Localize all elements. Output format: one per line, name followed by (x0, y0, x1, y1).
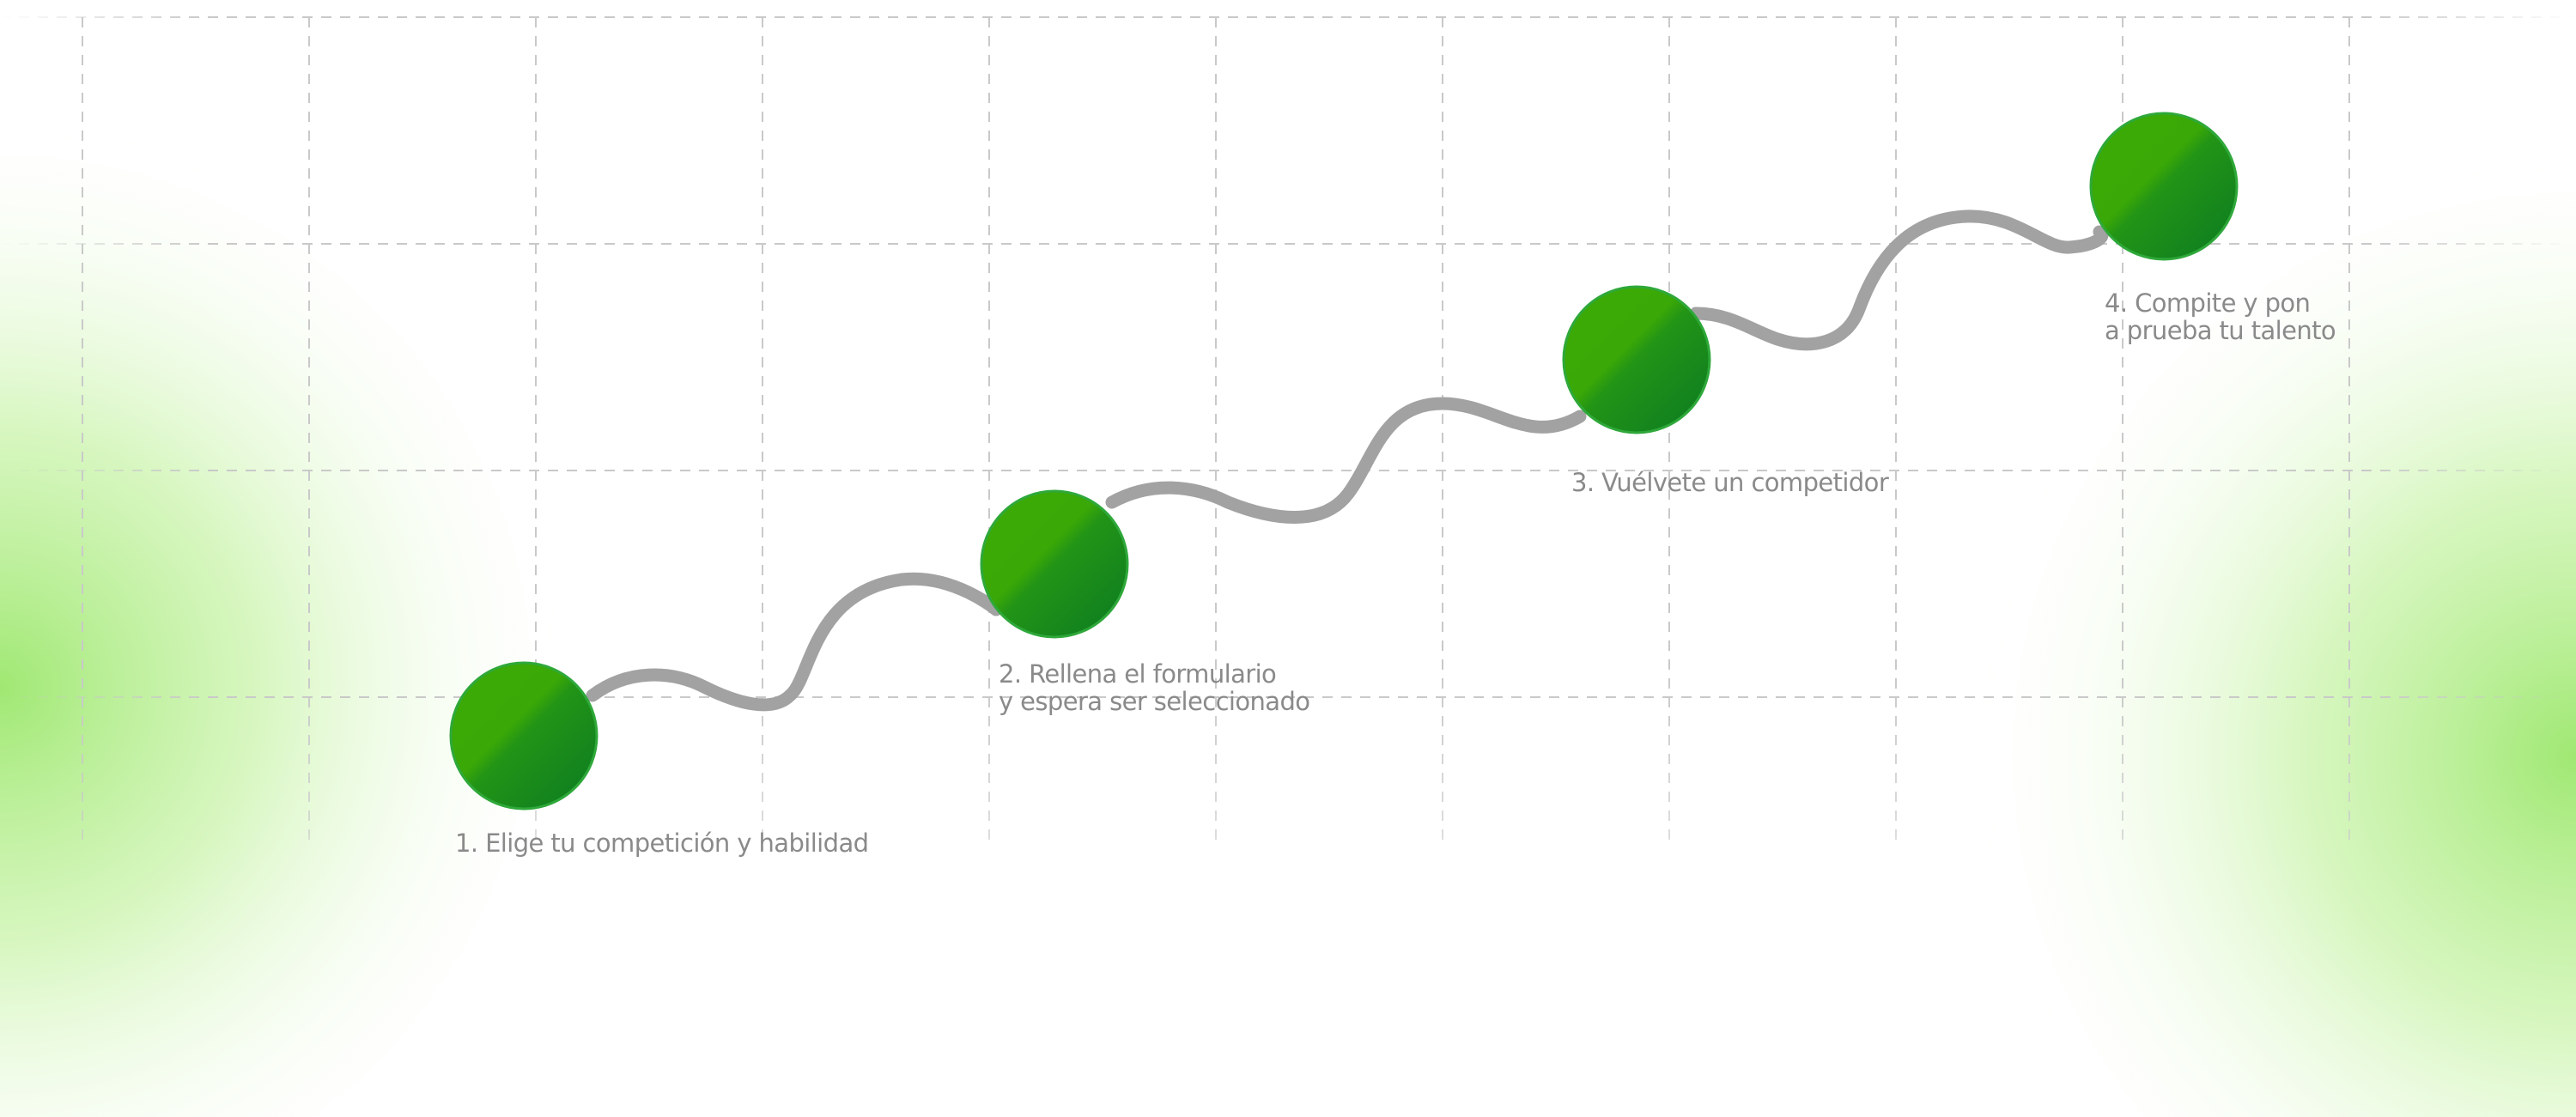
connector-segment-3-4 (1689, 209, 2109, 351)
step-2-label-line: y espera ser seleccionado (999, 687, 1310, 716)
step-4-label: 4. Compite y pon a prueba tu talento (2105, 289, 2336, 344)
step-3-label: 3. Vuélvete un competidor (1571, 468, 1889, 497)
step-4-label-line: 4. Compite y pon (2105, 288, 2311, 318)
step-3-node (1562, 285, 1711, 434)
step-1-label: 1. Elige tu competición y habilidad (455, 829, 869, 858)
step-nodes (449, 112, 2239, 810)
grid-horizontal-lines (0, 16, 2576, 698)
connector-segment-1-2 (586, 572, 1003, 712)
step-2-label-line: 2. Rellena el formulario (999, 659, 1277, 689)
step-1-label-line: 1. Elige tu competición y habilidad (455, 829, 869, 858)
step-4-node (2089, 112, 2239, 261)
step-1-node (449, 661, 598, 810)
connector-segment-2-3 (1105, 397, 1587, 524)
step-3-label-line: 3. Vuélvete un competidor (1571, 468, 1889, 497)
step-2-label: 2. Rellena el formulario y espera ser se… (999, 659, 1310, 716)
step-2-node (980, 489, 1129, 639)
step-4-label-line: a prueba tu talento (2105, 316, 2336, 345)
connector-path (586, 209, 2109, 712)
